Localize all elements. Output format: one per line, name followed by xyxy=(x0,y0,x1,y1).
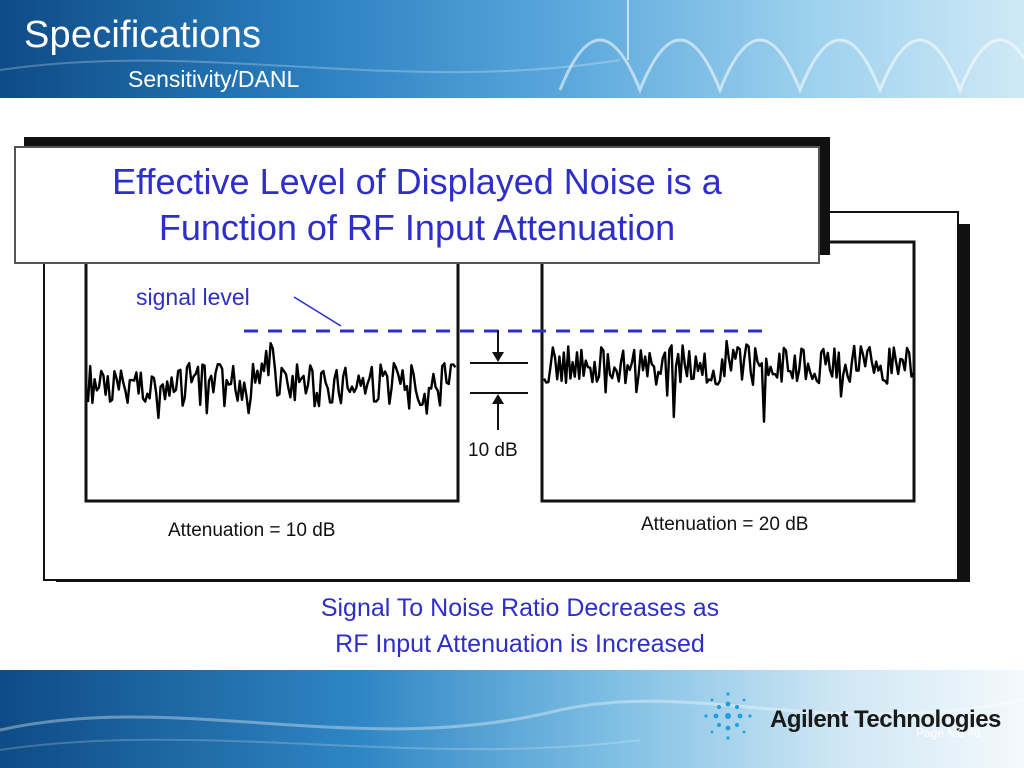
footer-wave-graphic xyxy=(0,692,1024,751)
signal-level-label: signal level xyxy=(136,284,250,310)
footer-banner xyxy=(0,670,1024,768)
page-number: Page M6 46 xyxy=(916,726,981,740)
noise-trace-right xyxy=(542,339,915,423)
caption-line-1: Signal To Noise Ratio Decreases as xyxy=(320,594,720,622)
banner-wave-graphic xyxy=(0,0,1024,95)
heading-callout: Effective Level of Displayed Noise is a … xyxy=(14,146,820,264)
left-attenuation-label: Attenuation = 10 dB xyxy=(168,520,336,541)
arrowhead-down-icon xyxy=(492,352,504,362)
agilent-spark-icon xyxy=(704,692,752,740)
slide-subtitle: Sensitivity/DANL xyxy=(128,66,300,92)
right-attenuation-label: Attenuation = 20 dB xyxy=(641,514,809,535)
brand-logo-text: Agilent Technologies xyxy=(770,706,1001,733)
caption: Signal To Noise Ratio Decreases as RF In… xyxy=(240,590,800,662)
slide-title: Specifications xyxy=(24,14,262,56)
arrowhead-up-icon xyxy=(492,394,504,404)
heading-line-2: Function of RF Input Attenuation xyxy=(158,207,676,248)
delta-label: 10 dB xyxy=(468,440,518,461)
heading-text: Effective Level of Displayed Noise is a … xyxy=(112,159,722,251)
caption-line-2: RF Input Attenuation is Increased xyxy=(335,630,705,658)
heading-line-1: Effective Level of Displayed Noise is a xyxy=(112,161,722,202)
left-screen xyxy=(84,234,460,503)
signal-level-pointer xyxy=(293,296,342,327)
noise-trace-left xyxy=(86,342,457,420)
header-banner xyxy=(0,0,1024,98)
